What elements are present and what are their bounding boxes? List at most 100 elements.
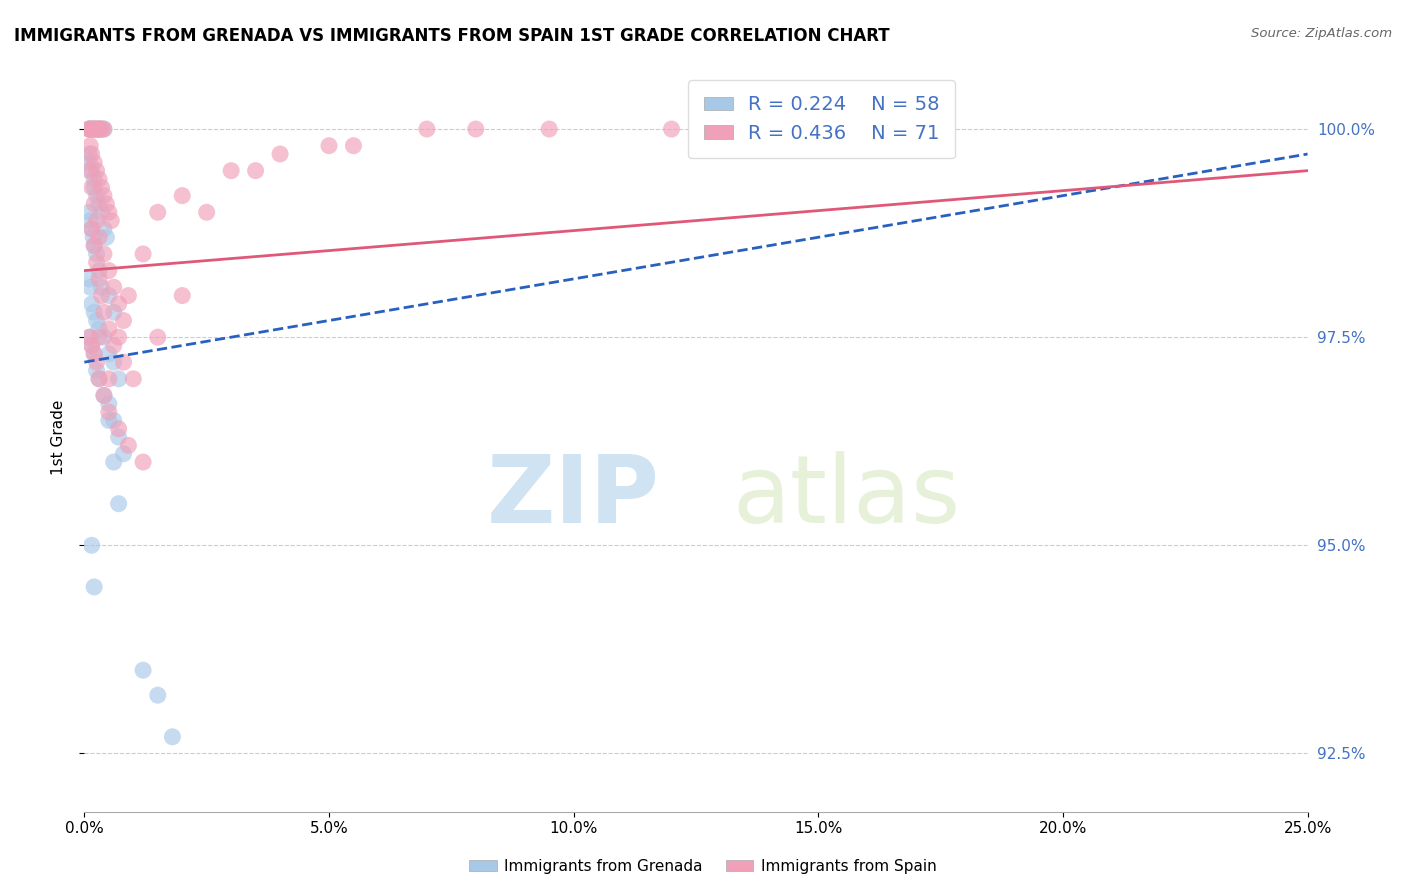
Point (90, 180, 112, 194)
Point (86, 355, 108, 369)
Point (93, 388, 115, 402)
Point (93, 188, 115, 202)
Point (77, 330, 100, 344)
Point (83, 180, 105, 194)
Point (82, 230, 104, 244)
Point (245, 163, 267, 178)
Point (79, 138, 101, 153)
Point (97, 205, 120, 219)
Point (83, 305, 105, 319)
Point (87, 230, 110, 244)
Point (83, 122, 105, 136)
Point (79, 330, 101, 344)
Point (103, 338, 125, 352)
Point (87, 172, 110, 186)
Point (96, 197, 118, 211)
Point (342, 138, 364, 153)
Point (86, 163, 108, 178)
Text: Source: ZipAtlas.com: Source: ZipAtlas.com (1251, 27, 1392, 40)
Point (87, 122, 110, 136)
Point (146, 330, 169, 344)
Point (87, 263, 110, 277)
Y-axis label: 1st Grade: 1st Grade (51, 400, 66, 475)
Point (87, 122, 110, 136)
Point (107, 330, 129, 344)
Point (77, 272, 100, 286)
Point (132, 247, 155, 261)
Point (87, 372, 110, 386)
Point (97, 397, 120, 411)
Point (86, 255, 108, 269)
Point (79, 280, 101, 294)
Point (86, 313, 108, 327)
Point (132, 663, 155, 677)
Point (77, 163, 100, 178)
Point (195, 205, 218, 219)
Point (107, 372, 129, 386)
Point (80, 338, 103, 352)
Point (80, 338, 103, 352)
Point (269, 147, 291, 161)
Point (93, 330, 115, 344)
Point (83, 122, 105, 136)
Point (146, 688, 169, 702)
Point (77, 155, 100, 169)
Point (318, 138, 340, 153)
Point (103, 455, 125, 469)
Point (77, 122, 100, 136)
Point (103, 280, 125, 294)
Point (117, 288, 139, 302)
Point (86, 247, 108, 261)
Point (93, 247, 115, 261)
Point (103, 413, 125, 427)
Point (661, 122, 683, 136)
Point (122, 372, 145, 386)
Point (87, 197, 110, 211)
Point (172, 188, 194, 202)
Point (86, 122, 108, 136)
Point (107, 497, 129, 511)
Point (80, 163, 103, 178)
Point (464, 122, 486, 136)
Point (83, 122, 105, 136)
Point (172, 288, 194, 302)
Point (90, 280, 112, 294)
Point (77, 205, 100, 219)
Point (80, 122, 103, 136)
Point (97, 288, 120, 302)
Point (93, 222, 115, 236)
Point (83, 197, 105, 211)
Text: ZIP: ZIP (486, 451, 659, 543)
Point (80, 538, 103, 552)
Point (83, 238, 105, 252)
Point (83, 347, 105, 361)
Point (112, 355, 135, 369)
Point (107, 430, 129, 444)
Point (87, 322, 110, 336)
Point (83, 122, 105, 136)
Point (83, 238, 105, 252)
Point (112, 313, 135, 327)
Point (90, 122, 112, 136)
Point (112, 447, 135, 461)
Point (83, 172, 105, 186)
Point (538, 122, 561, 136)
Point (219, 163, 242, 178)
Point (96, 230, 118, 244)
Point (90, 205, 112, 219)
Point (87, 372, 110, 386)
Point (162, 730, 184, 744)
Point (146, 205, 169, 219)
Point (107, 422, 129, 436)
Point (79, 213, 101, 227)
Point (87, 122, 110, 136)
Point (103, 355, 125, 369)
Point (905, 122, 928, 136)
Point (93, 388, 115, 402)
Point (97, 405, 120, 419)
Point (80, 180, 103, 194)
Point (77, 122, 100, 136)
Text: atlas: atlas (733, 451, 960, 543)
Point (93, 122, 115, 136)
Point (80, 222, 103, 236)
